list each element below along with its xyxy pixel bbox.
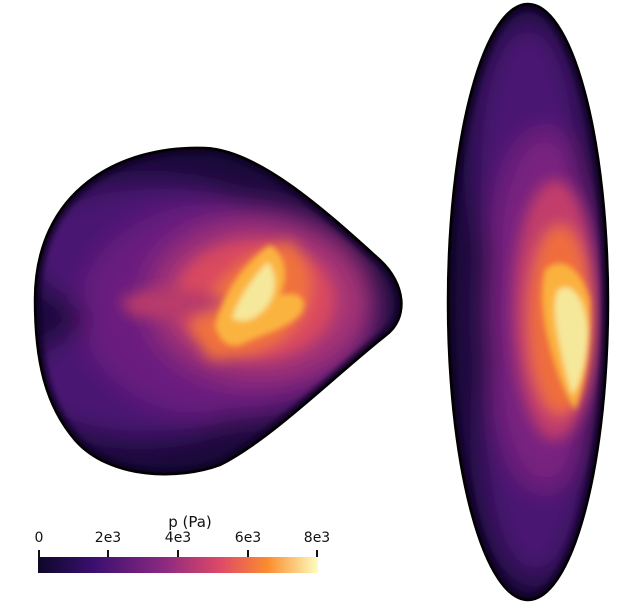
colorbar-tick-label-0: 0: [34, 530, 44, 546]
colorbar-gradient: [38, 557, 318, 573]
colorbar-tick-label-3: 6e3: [234, 530, 262, 546]
colorbar-tick-3: [247, 550, 249, 557]
colorbar-title: p (Pa): [168, 513, 212, 531]
right-side-view-panel: [446, 2, 610, 602]
left-cross-section-panel: [33, 146, 403, 476]
colorbar-tick-1: [107, 550, 109, 557]
colorbar-tick-4: [316, 550, 318, 557]
colorbar-tick-2: [177, 550, 179, 557]
colorbar-tick-label-4: 8e3: [303, 530, 331, 546]
colorbar-tick-0: [38, 550, 40, 557]
colorbar-tick-label-2: 4e3: [164, 530, 192, 546]
colorbar-tick-label-1: 2e3: [94, 530, 122, 546]
